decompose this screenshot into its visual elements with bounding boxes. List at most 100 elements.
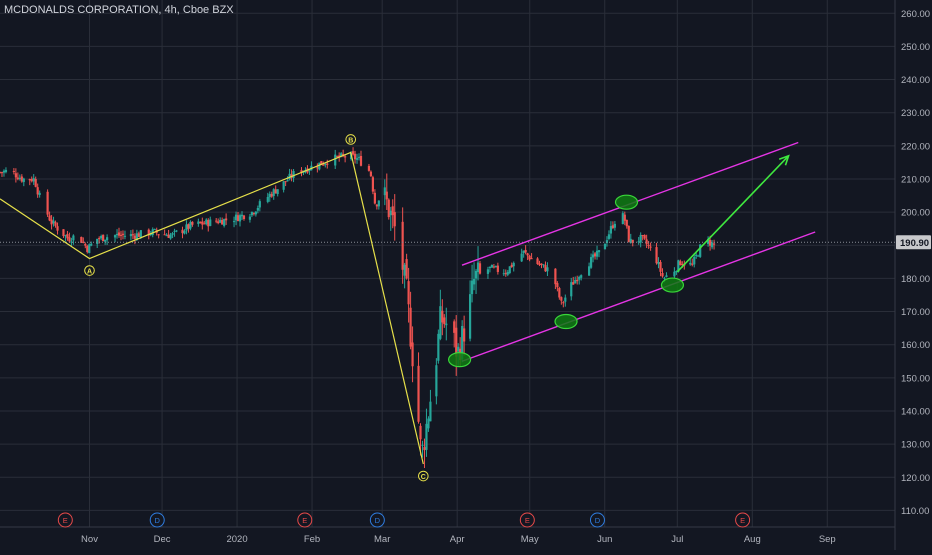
candle-body xyxy=(663,277,666,279)
candle-body xyxy=(137,233,140,237)
candle-body xyxy=(68,237,71,242)
candle-body xyxy=(342,153,345,156)
candle-body xyxy=(556,283,559,288)
candle-body xyxy=(472,278,476,285)
candle-body xyxy=(86,246,89,252)
earnings-marker[interactable] xyxy=(735,512,751,528)
abc-wave-line[interactable] xyxy=(0,151,424,465)
candle-body xyxy=(18,178,21,180)
channel-touch-ellipse[interactable] xyxy=(660,277,685,293)
wave-marker-a[interactable] xyxy=(84,265,95,276)
candle-body xyxy=(425,423,428,450)
wave-marker-b[interactable] xyxy=(345,134,357,145)
candle-body xyxy=(135,233,138,240)
chart-title: MCDONALDS CORPORATION, 4h, Cboe BZX xyxy=(4,4,234,16)
candle-body xyxy=(16,177,19,180)
candle-body xyxy=(219,219,222,223)
candle-body xyxy=(205,219,208,225)
candle-body xyxy=(240,214,244,217)
candle-body xyxy=(163,234,166,236)
candle-body xyxy=(655,247,658,264)
candle-body xyxy=(393,212,396,227)
candle-body xyxy=(580,275,583,278)
candle-body xyxy=(199,221,202,223)
earnings-marker[interactable] xyxy=(297,512,313,528)
candle-body xyxy=(411,342,414,367)
candle-body xyxy=(657,262,660,265)
candle-body xyxy=(383,187,386,196)
y-tick-label: 240.00 xyxy=(901,75,930,86)
candle-body xyxy=(234,214,238,221)
dividend-marker[interactable] xyxy=(149,512,165,528)
candle-body xyxy=(675,271,678,273)
candle-body xyxy=(334,154,337,166)
x-tick-label: Sep xyxy=(819,534,836,545)
candle-body xyxy=(316,167,319,169)
candle-body xyxy=(185,224,188,231)
candle-body xyxy=(183,230,186,234)
candle-body xyxy=(649,246,652,248)
candle-body xyxy=(375,204,378,207)
projection-arrow-shaft[interactable] xyxy=(676,155,790,273)
y-tick-label: 170.00 xyxy=(901,307,930,318)
candle-body xyxy=(367,165,371,171)
candle-body xyxy=(445,323,448,326)
channel-lower-line[interactable] xyxy=(461,231,816,362)
candle-body xyxy=(250,211,254,216)
candle-body xyxy=(373,192,376,204)
candle-body xyxy=(530,258,533,260)
candle-body xyxy=(221,219,224,225)
candle-body xyxy=(36,187,39,195)
candle-body xyxy=(169,234,172,239)
dividend-marker[interactable] xyxy=(589,512,605,528)
candle-body xyxy=(526,253,529,256)
channel-touch-ellipse[interactable] xyxy=(554,313,578,330)
x-tick-label: Aug xyxy=(744,534,761,545)
candle-body xyxy=(419,425,422,440)
event-marker-label: E xyxy=(302,516,307,525)
candle-body xyxy=(248,216,252,220)
candle-body xyxy=(677,260,680,272)
candle-body xyxy=(52,220,55,224)
candle-body xyxy=(175,230,178,232)
candle-body xyxy=(270,193,273,197)
candle-body xyxy=(542,264,545,266)
candle-body xyxy=(695,254,698,257)
candle-body xyxy=(215,220,218,222)
candle-body xyxy=(28,179,31,181)
candle-body xyxy=(570,282,573,297)
earnings-marker[interactable] xyxy=(519,512,535,528)
channel-touch-ellipse[interactable] xyxy=(614,194,639,210)
candle-body xyxy=(173,230,176,232)
candle-body xyxy=(165,235,168,237)
candle-body xyxy=(468,294,472,339)
channel-touch-ellipse[interactable] xyxy=(447,352,472,368)
candle-body xyxy=(34,178,37,187)
candle-body xyxy=(113,235,117,238)
wave-marker-c[interactable] xyxy=(418,470,429,482)
candle-body xyxy=(437,333,440,361)
candle-body xyxy=(70,241,73,243)
candle-body xyxy=(171,233,174,235)
candle-body xyxy=(389,210,392,216)
candle-body xyxy=(133,235,136,239)
candle-body xyxy=(407,281,410,305)
candle-body xyxy=(647,245,650,247)
candle-body xyxy=(578,276,581,280)
candle-body xyxy=(574,280,577,284)
earnings-marker[interactable] xyxy=(57,512,73,528)
candle-body xyxy=(496,265,499,272)
candle-body xyxy=(119,235,123,237)
y-tick-label: 130.00 xyxy=(901,440,930,451)
candle-body xyxy=(98,238,101,240)
candle-body xyxy=(153,228,156,230)
candle-body xyxy=(104,239,107,242)
candle-body xyxy=(455,327,458,357)
event-marker-label: E xyxy=(63,516,68,525)
candle-body xyxy=(209,219,212,226)
dividend-marker[interactable] xyxy=(369,512,385,528)
candle-body xyxy=(157,234,160,236)
candle-body xyxy=(538,263,541,266)
candle-body xyxy=(707,238,710,245)
